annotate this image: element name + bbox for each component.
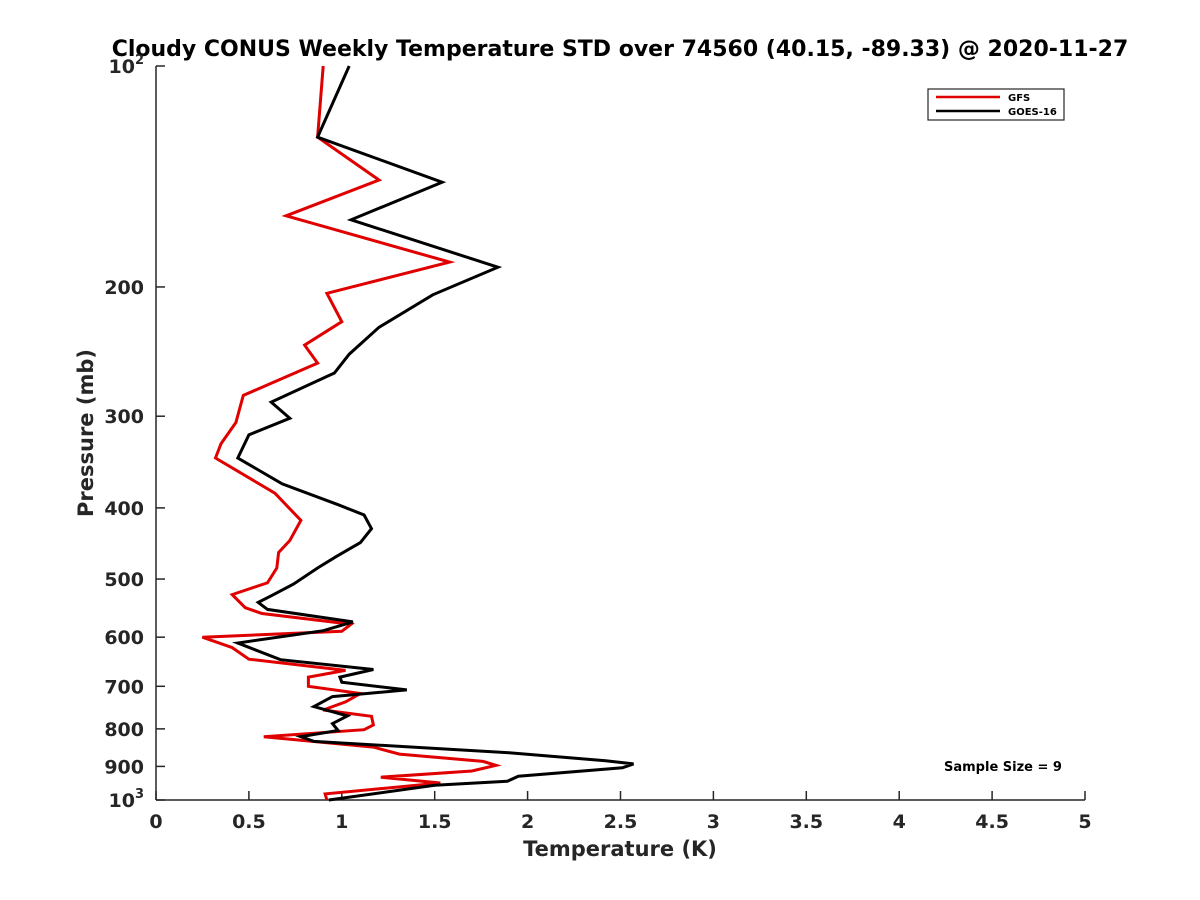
legend: GFS GOES-16 — [927, 88, 1065, 121]
data-series — [201, 65, 634, 802]
x-tick-label: 3.5 — [789, 811, 823, 833]
x-tick-label: 3 — [707, 811, 720, 833]
y-tick-label: 103 — [109, 787, 145, 812]
legend-label-gfs: GFS — [1008, 93, 1030, 104]
x-axis-label: Temperature (K) — [523, 837, 717, 861]
x-tick-label: 1.5 — [418, 811, 452, 833]
y-tick-label: 102 — [109, 53, 145, 78]
x-axis-ticks: 0 0.5 1 1.5 2 2.5 3 3.5 4 4.5 5 — [149, 791, 1092, 833]
sample-size-annotation: Sample Size = 9 — [944, 760, 1062, 775]
chart-title: Cloudy CONUS Weekly Temperature STD over… — [112, 37, 1129, 62]
y-tick-label: 300 — [104, 406, 144, 428]
y-tick-label: 800 — [104, 719, 144, 741]
legend-label-goes16: GOES-16 — [1008, 107, 1057, 118]
x-tick-label: 5 — [1078, 811, 1091, 833]
x-tick-label: 4.5 — [975, 811, 1009, 833]
y-tick-label: 400 — [104, 498, 144, 520]
plot-area — [155, 66, 1085, 801]
y-tick-label: 900 — [104, 756, 144, 778]
x-tick-label: 1 — [335, 811, 348, 833]
legend-box — [927, 88, 1065, 121]
y-tick-label: 500 — [104, 569, 144, 591]
y-axis-label: Pressure (mb) — [74, 349, 98, 517]
x-tick-label: 0.5 — [232, 811, 266, 833]
y-tick-label: 600 — [104, 627, 144, 649]
series-line-gfs — [201, 65, 502, 801]
series-line-goes16 — [231, 65, 634, 802]
x-tick-label: 2 — [521, 811, 534, 833]
x-tick-label: 4 — [893, 811, 906, 833]
y-tick-label: 200 — [104, 277, 144, 299]
y-tick-label: 700 — [104, 676, 144, 698]
x-tick-label: 0 — [149, 811, 162, 833]
y-axis-ticks: 102 200 300 400 500 600 700 800 900 103 — [104, 53, 165, 812]
x-tick-label: 2.5 — [604, 811, 638, 833]
